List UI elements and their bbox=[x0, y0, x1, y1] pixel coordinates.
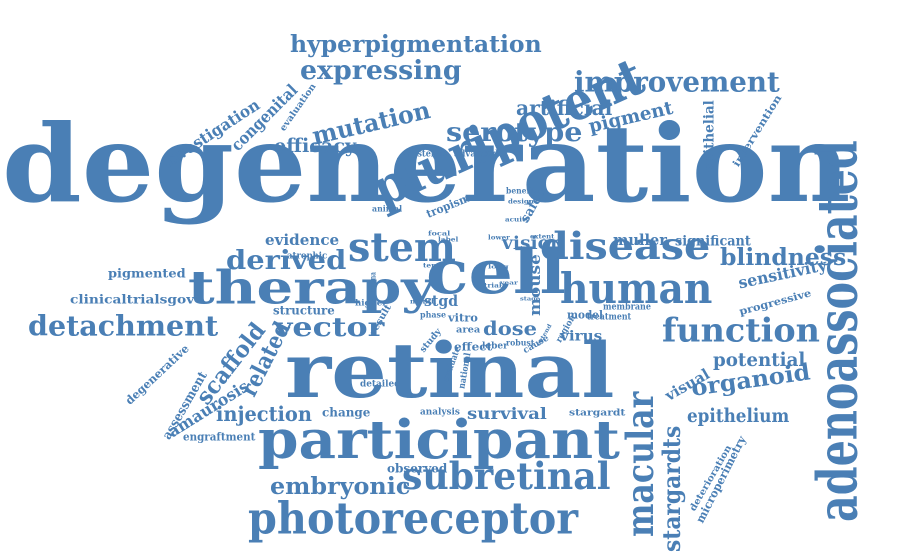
word-artificial: artificial bbox=[516, 95, 613, 120]
word-retinal: retinal bbox=[285, 326, 615, 415]
word-month: month bbox=[410, 297, 437, 305]
word-subretinal: subretinal bbox=[402, 454, 611, 498]
word-analysis: analysis bbox=[420, 407, 460, 417]
word-muller: muller bbox=[613, 231, 667, 249]
word-focal: focal bbox=[428, 229, 451, 237]
word-epithelium: epithelium bbox=[687, 405, 790, 427]
word-area: area bbox=[456, 324, 481, 335]
word-expressing: expressing bbox=[300, 55, 462, 86]
word-human: human bbox=[560, 263, 713, 313]
word-participant: participant bbox=[258, 408, 620, 472]
word-engraftment: engraftment bbox=[183, 430, 256, 444]
word-design: design bbox=[508, 197, 534, 205]
word-stargardts: stargardts bbox=[657, 425, 687, 552]
word-macular: macular bbox=[618, 391, 662, 537]
word-blindness: blindness bbox=[720, 244, 847, 271]
word-potential: potential bbox=[713, 349, 806, 371]
word-treatment: treatment bbox=[587, 312, 632, 322]
word-vision: vision bbox=[502, 232, 564, 253]
word-efficacy: efficacy bbox=[274, 135, 357, 157]
word-model: model bbox=[567, 308, 603, 322]
word-extent: extent bbox=[530, 232, 555, 240]
word-higher: higher bbox=[355, 299, 387, 309]
word-improvement: improvement bbox=[574, 65, 780, 98]
word-atrophic: atrophic bbox=[287, 251, 328, 261]
word-significant: significant bbox=[675, 232, 751, 249]
word-animal: animal bbox=[372, 205, 403, 215]
word-cell: cell bbox=[426, 236, 566, 308]
word-function: function bbox=[662, 311, 820, 350]
word-dose: dose bbox=[483, 318, 537, 340]
word-mouse: mouse bbox=[526, 254, 544, 316]
word-systemic: systemic bbox=[408, 149, 448, 159]
word-detachment: detachment bbox=[28, 309, 219, 342]
word-lower: lower bbox=[488, 233, 510, 241]
word-membrane: membrane bbox=[603, 302, 651, 312]
word-survival: survival bbox=[467, 404, 547, 423]
word-detailed: detailed bbox=[360, 379, 401, 389]
word-embryonic: embryonic bbox=[270, 472, 411, 500]
word-change: change bbox=[322, 405, 371, 421]
word-phase: phase bbox=[420, 311, 447, 321]
word-stem: stem bbox=[348, 222, 456, 271]
word-virus: virus bbox=[560, 327, 603, 344]
word-retina: retina bbox=[369, 271, 379, 292]
word-stargardt: stargardt bbox=[569, 408, 626, 418]
word-stgd: stgd bbox=[424, 292, 459, 310]
word-robust: robust bbox=[506, 339, 535, 349]
word-vitro: vitro bbox=[448, 311, 478, 325]
word-label: label bbox=[438, 235, 459, 243]
word-pigmented: pigmented bbox=[108, 266, 186, 282]
word-evidence: evidence bbox=[265, 231, 340, 249]
word-term: term bbox=[423, 261, 443, 269]
word-therapy: therapy bbox=[188, 260, 435, 315]
word-observed: observed bbox=[387, 461, 448, 477]
word-disease: disease bbox=[540, 224, 711, 268]
word-effect: effect bbox=[454, 340, 493, 354]
word-derived: derived bbox=[226, 245, 347, 276]
word-clinicaltrialsgov: clinicaltrialsgov bbox=[70, 292, 195, 308]
word-year: year bbox=[500, 279, 518, 286]
word-hyperpigmentation: hyperpigmentation bbox=[290, 31, 542, 58]
word-epithelial: epithelial bbox=[700, 100, 717, 172]
word-photoreceptor: photoreceptor bbox=[248, 491, 579, 545]
word-leber: leber bbox=[482, 341, 508, 351]
word-long: long bbox=[488, 263, 509, 270]
word-acuity: acuity bbox=[505, 215, 530, 223]
word-advanced: advanced bbox=[454, 149, 499, 159]
word-structure: structure bbox=[273, 303, 335, 319]
word-stage: stage bbox=[520, 295, 541, 302]
word-degeneration: degeneration bbox=[2, 102, 851, 227]
word-trial: trial bbox=[484, 281, 502, 289]
word-serotype: serotype bbox=[446, 117, 583, 148]
word-vector: vector bbox=[274, 312, 385, 343]
word-benefit: benefit bbox=[506, 187, 536, 197]
word-injection: injection bbox=[216, 401, 312, 426]
